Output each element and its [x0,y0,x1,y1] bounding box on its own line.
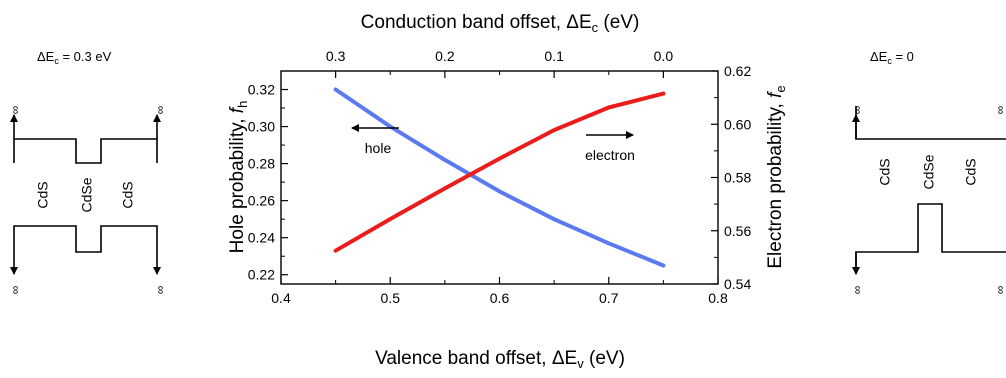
top-x-tick-label: 0.3 [326,48,346,64]
electron-annotation: electron [585,131,635,163]
left-valence-band-edge [13,225,158,253]
y-left-tick-label: 0.26 [248,193,275,209]
y-left-tick-label: 0.32 [248,82,275,98]
top-x-tick-label: 0.2 [435,48,455,64]
y-right-tick-label: 0.62 [724,63,751,79]
hole-probability-line [333,87,666,268]
y-left-tick-label: 0.24 [248,230,275,246]
left-material-label-1: CdS [35,181,51,208]
plot-frame [280,70,719,285]
x-axis-title: Valence band offset, ΔEv (eV) [375,348,625,371]
right-conduction-band-edge [855,106,1006,140]
y-right-tick-label: 0.54 [724,276,751,292]
left-y-axis-title: Hole probability, fh [227,101,250,254]
y-right-tick-label: 0.60 [724,116,751,132]
right-diagram-title: ΔEc = 0 [870,49,914,66]
left-infinity-top-1: ∞ [8,106,22,115]
top-x-axis-title: Conduction band offset, ΔEc (eV) [361,12,640,35]
right-material-label-3: CdS [963,158,979,185]
right-infinity-top-edge: ∞ [993,106,1006,115]
right-band-diagram: ΔEc = 0 ∞ ∞ ∞ ∞ CdS CdSe CdS [850,49,1006,294]
axis-ticks: 0.4 0.5 0.6 0.7 0.8 0.3 0.2 0.1 0.0 0.22 0.24 0.26 0… [248,48,752,306]
y-left-tick-label: 0.30 [248,119,275,135]
right-material-label-1: CdS [877,158,893,185]
hole-annotation: hole [351,124,399,156]
right-material-label-2: CdSe [921,154,937,189]
left-infinity-top-2: ∞ [153,106,167,115]
right-y-axis-title: Electron probability, fe [765,85,788,268]
electron-label: electron [585,147,635,163]
x-tick-label: 0.4 [271,290,291,306]
electron-probability-line [333,91,666,253]
right-infinity-bottom: ∞ [850,286,864,295]
top-x-tick-label: 0.0 [654,48,674,64]
left-infinity-bottom-2: ∞ [153,286,167,295]
y-right-tick-label: 0.58 [724,170,751,186]
right-infinity-top: ∞ [850,106,864,115]
y-left-tick-label: 0.28 [248,156,275,172]
left-infinity-bottom-1: ∞ [8,286,22,295]
series-layer [333,87,666,268]
hole-label: hole [365,140,392,156]
left-material-label-3: CdS [120,181,136,208]
left-material-label-2: CdSe [79,177,95,212]
y-left-tick-label: 0.22 [248,267,275,283]
x-tick-label: 0.8 [708,290,728,306]
x-tick-label: 0.6 [490,290,510,306]
x-tick-label: 0.7 [599,290,619,306]
left-band-diagram: ΔEc = 0.3 eV ∞ ∞ ∞ ∞ CdS CdSe CdS [8,49,167,294]
right-valence-band-edge [855,203,1006,274]
right-infinity-bottom-edge: ∞ [993,286,1006,295]
y-right-tick-label: 0.56 [724,223,751,239]
left-conduction-band-edge [13,138,158,164]
top-x-tick-label: 0.1 [544,48,564,64]
left-diagram-title: ΔEc = 0.3 eV [37,49,112,66]
x-tick-label: 0.5 [381,290,401,306]
main-chart: 0.4 0.5 0.6 0.7 0.8 0.3 0.2 0.1 0.0 0.22 0.24 0.26 0… [227,12,788,371]
